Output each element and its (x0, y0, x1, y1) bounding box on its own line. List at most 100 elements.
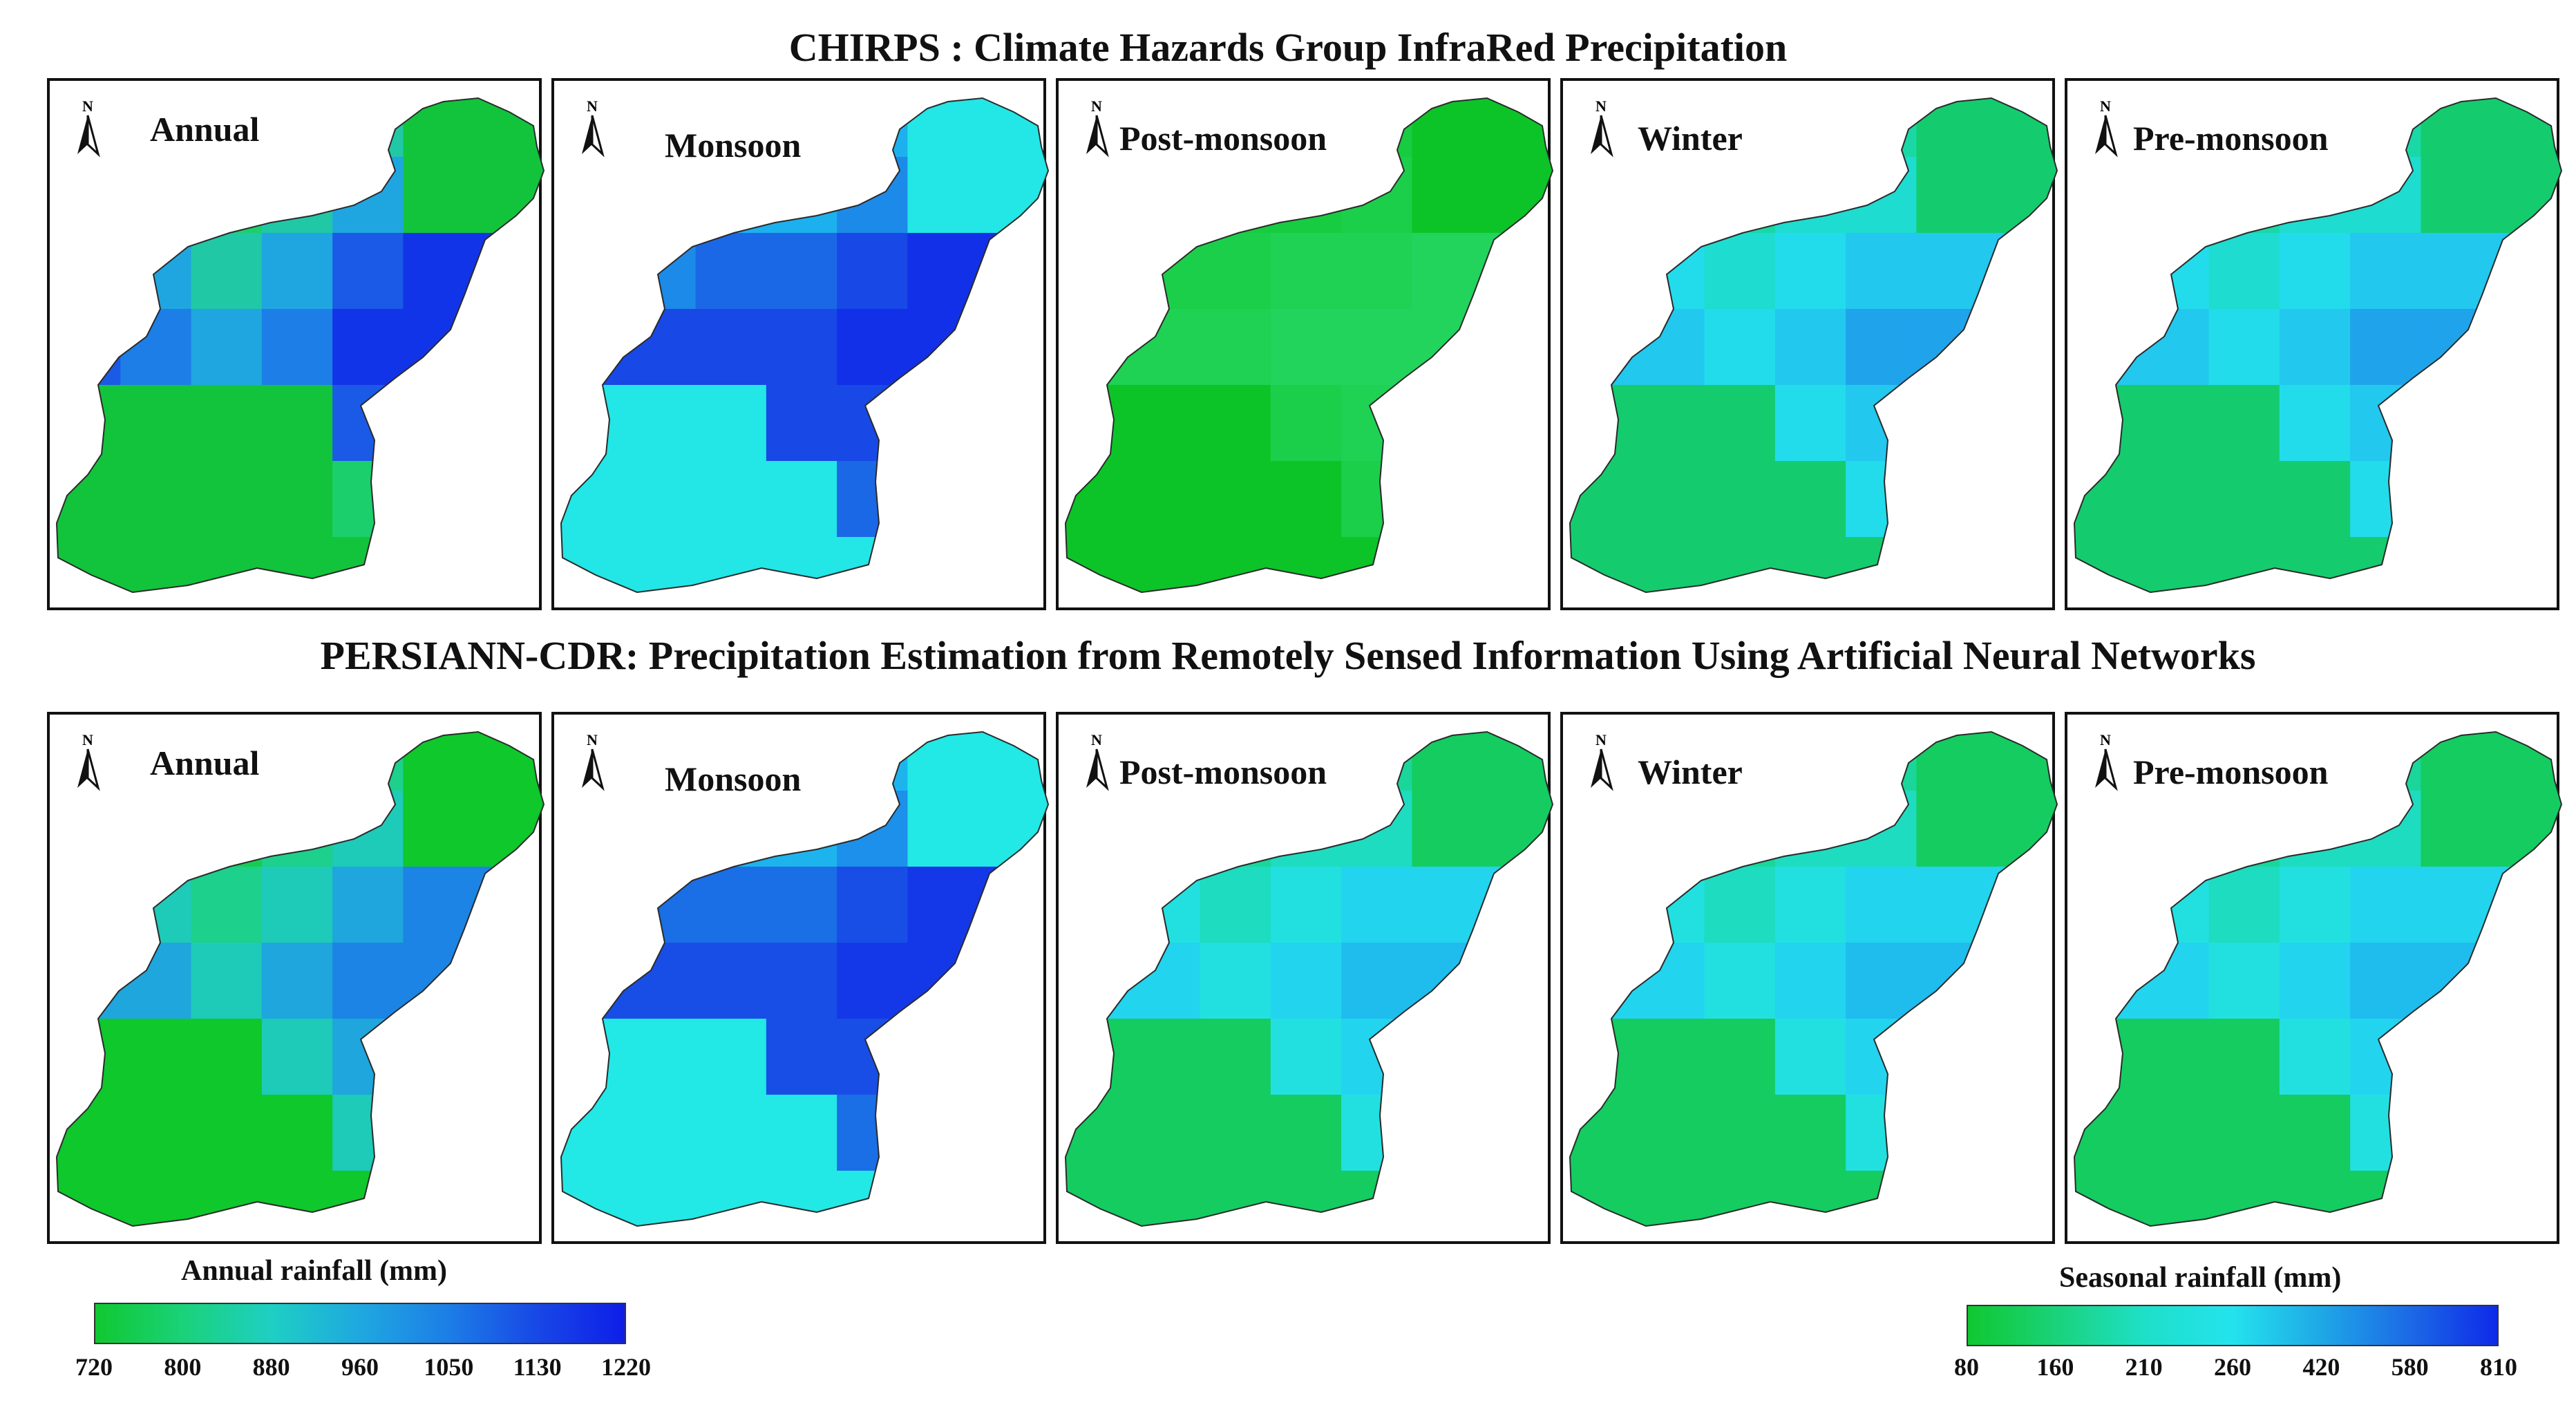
raster-cell (1341, 461, 1413, 538)
panel-label: Pre-monsoon (2133, 753, 2329, 791)
raster-cell (403, 537, 475, 592)
raster-cell (766, 461, 837, 538)
raster-cell (1066, 943, 1130, 1019)
raster-cell (1412, 943, 1484, 1019)
raster-cell (766, 309, 837, 386)
raster-cell (766, 943, 837, 1019)
raster-cells (57, 98, 544, 592)
raster-cell (1200, 385, 1271, 462)
raster-cell (1341, 943, 1413, 1019)
raster-cell (1633, 1019, 1705, 1095)
raster-cell (2421, 1095, 2492, 1171)
raster-cell (1633, 309, 1705, 386)
raster-cell (261, 98, 333, 158)
raster-cell (837, 309, 909, 386)
raster-cell (2138, 309, 2210, 386)
raster-cell (57, 1019, 121, 1095)
raster-cell (473, 537, 544, 592)
watershed-boundary (1569, 730, 2058, 1227)
rainfall-map (55, 730, 544, 1227)
raster-cell (1774, 233, 1846, 310)
raster-cell (1570, 233, 1634, 310)
raster-cell (261, 1019, 333, 1095)
raster-cell (1412, 732, 1484, 791)
raster-cell (1570, 461, 1634, 538)
raster-cell (625, 157, 697, 234)
raster-cell (2491, 309, 2561, 386)
raster-cell (695, 233, 767, 310)
raster-cell (1482, 385, 1553, 462)
raster-cell (2074, 1171, 2139, 1226)
raster-cell (120, 461, 192, 538)
raster-cell (1846, 1095, 1917, 1171)
raster-cell (695, 1019, 767, 1095)
raster-cell (1570, 1095, 1634, 1171)
north-arrow-icon: N (2095, 97, 2118, 158)
raster-cell (978, 385, 1048, 462)
raster-cell (2208, 867, 2280, 943)
raster-cell (837, 233, 909, 310)
raster-cell (907, 1171, 979, 1226)
raster-cell (978, 732, 1048, 791)
raster-cell (1916, 461, 1988, 538)
legend-tick-label: 960 (341, 1353, 379, 1381)
raster-cell (1846, 867, 1917, 943)
north-arrow-icon: N (2095, 731, 2118, 791)
raster-cell (473, 233, 544, 310)
raster-cell (837, 98, 909, 158)
raster-cell (2138, 1171, 2210, 1226)
raster-cell (907, 943, 979, 1019)
raster-cell (1916, 309, 1988, 386)
raster-cell (2491, 1019, 2561, 1095)
raster-cell (2208, 461, 2280, 538)
raster-cell (1200, 461, 1271, 538)
raster-cell (561, 1171, 625, 1226)
panel-label: Winter (1638, 753, 1743, 791)
raster-cell (1846, 157, 1917, 234)
rainfall-map (560, 730, 1049, 1227)
north-arrow-left (77, 749, 88, 788)
raster-cell (561, 461, 625, 538)
north-arrow-right (591, 115, 605, 158)
raster-cell (1846, 309, 1917, 386)
raster-cell (837, 157, 909, 234)
raster-cell (2491, 732, 2561, 791)
raster-cell (1570, 309, 1634, 386)
raster-cell (1482, 1171, 1553, 1226)
raster-cells (561, 98, 1048, 592)
raster-cell (1066, 1019, 1130, 1095)
raster-cell (1704, 385, 1776, 462)
legend-tick-label: 880 (252, 1353, 290, 1381)
raster-cell (907, 1095, 979, 1171)
raster-cell (837, 943, 909, 1019)
watershed-boundary (55, 97, 544, 594)
raster-cell (1129, 461, 1201, 538)
raster-cell (837, 1095, 909, 1171)
raster-cell (837, 461, 909, 538)
north-arrow-right (86, 748, 100, 791)
raster-cell (1270, 461, 1342, 538)
panel-label: Annual (150, 110, 260, 149)
raster-cell (625, 1171, 697, 1226)
raster-cell (1270, 233, 1342, 310)
raster-cell (332, 98, 404, 158)
raster-cell (2208, 233, 2280, 310)
raster-cell (1066, 1095, 1130, 1171)
raster-cell (2350, 233, 2422, 310)
north-arrow-icon: N (1591, 731, 1613, 791)
raster-cell (1704, 943, 1776, 1019)
raster-cell (766, 233, 837, 310)
raster-cell (2138, 791, 2210, 867)
raster-cell (2421, 385, 2492, 462)
raster-cell (978, 1095, 1048, 1171)
raster-cell (1774, 732, 1846, 791)
chirps-title: CHIRPS : Climate Hazards Group InfraRed … (788, 25, 1788, 70)
raster-cell (403, 461, 475, 538)
legend-tick-label: 720 (75, 1353, 113, 1381)
raster-cell (1129, 537, 1201, 592)
raster-cell (1633, 233, 1705, 310)
seasonal-legend-title: Seasonal rainfall (mm) (2059, 1262, 2342, 1294)
raster-cell (2491, 867, 2561, 943)
raster-cell (1066, 1171, 1130, 1226)
raster-cell (57, 309, 121, 386)
